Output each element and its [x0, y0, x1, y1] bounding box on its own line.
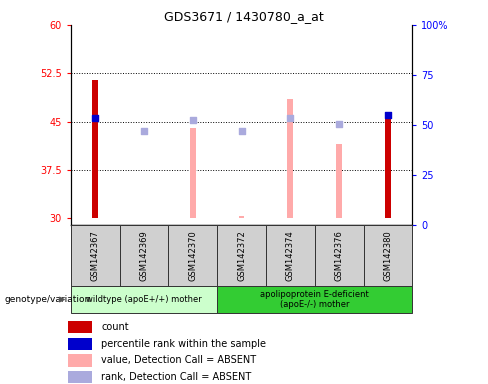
Bar [364, 225, 412, 286]
Text: rank, Detection Call = ABSENT: rank, Detection Call = ABSENT [102, 372, 251, 382]
Text: GSM142376: GSM142376 [335, 230, 344, 281]
Point [91, 115, 99, 121]
Bar [68, 354, 93, 366]
Bar [71, 286, 217, 313]
Point [140, 128, 148, 134]
Bar [120, 225, 168, 286]
Bar [315, 225, 364, 286]
Text: GDS3671 / 1430780_a_at: GDS3671 / 1430780_a_at [164, 10, 324, 23]
Point [335, 121, 343, 127]
Point [189, 117, 197, 123]
Text: GSM142380: GSM142380 [384, 230, 392, 281]
Text: GSM142369: GSM142369 [140, 230, 148, 281]
Text: apolipoprotein E-deficient
(apoE-/-) mother: apolipoprotein E-deficient (apoE-/-) mot… [261, 290, 369, 309]
Bar [266, 225, 315, 286]
Text: genotype/variation: genotype/variation [5, 295, 91, 304]
Text: GSM142367: GSM142367 [91, 230, 100, 281]
Text: GSM142374: GSM142374 [286, 230, 295, 281]
Bar [168, 225, 217, 286]
Bar [385, 118, 391, 218]
Bar [217, 225, 266, 286]
Text: GSM142370: GSM142370 [188, 230, 197, 281]
Bar [287, 99, 293, 218]
Bar [190, 128, 196, 218]
Text: value, Detection Call = ABSENT: value, Detection Call = ABSENT [102, 356, 256, 366]
Bar [68, 321, 93, 333]
Bar [92, 80, 98, 218]
Text: wildtype (apoE+/+) mother: wildtype (apoE+/+) mother [86, 295, 202, 304]
Bar [71, 225, 120, 286]
Text: GSM142372: GSM142372 [237, 230, 246, 281]
Point [384, 112, 392, 118]
Bar [336, 144, 342, 218]
Bar [239, 216, 244, 218]
Text: percentile rank within the sample: percentile rank within the sample [102, 339, 266, 349]
Bar [68, 371, 93, 383]
Bar [217, 286, 412, 313]
Point [286, 115, 294, 121]
Text: count: count [102, 322, 129, 332]
Bar [68, 338, 93, 350]
Point [238, 128, 245, 134]
